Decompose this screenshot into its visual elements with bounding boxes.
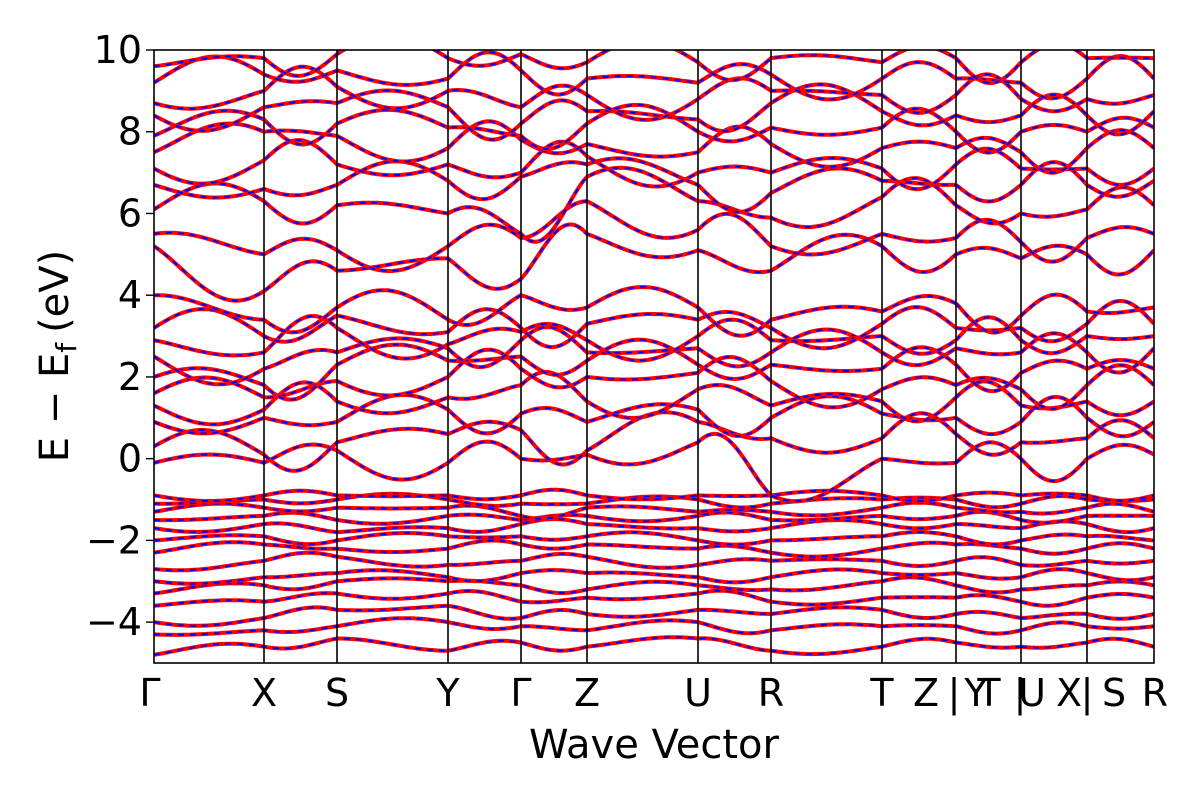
band-line-dashed — [154, 510, 1154, 525]
y-tick-label: 2 — [118, 355, 142, 399]
k-point-label: U — [1018, 671, 1046, 715]
k-point-label: | — [1014, 671, 1027, 716]
band-line-dashed — [154, 617, 1154, 636]
y-tick-label: 8 — [118, 110, 142, 154]
k-point-label: R — [1142, 671, 1168, 715]
k-point-label: S — [325, 671, 349, 715]
x-axis-title: Wave Vector — [529, 722, 780, 768]
k-point-label: T — [869, 671, 894, 715]
band-line-dashed — [154, 576, 1154, 595]
y-tick-label: 4 — [118, 273, 142, 317]
k-point-label: X — [1056, 671, 1082, 715]
band-line-dashed — [154, 492, 1154, 509]
k-point-label: Z — [913, 671, 939, 715]
band-line-dashed — [154, 488, 1154, 502]
k-point-label: R — [758, 671, 784, 715]
y-axis-title: E − Ef (eV) — [32, 250, 83, 463]
k-point-label: Y — [963, 671, 988, 715]
plot-frame — [153, 49, 1155, 664]
k-point-label: X — [251, 671, 277, 715]
band-line-dashed — [154, 432, 1154, 503]
band-line-dashed — [154, 604, 1154, 627]
high-symmetry-lines — [263, 50, 1088, 663]
y-tick-label: 0 — [118, 437, 142, 481]
band-line-dashed — [154, 551, 1154, 572]
y-axis-title-unit: (eV) — [32, 250, 78, 333]
k-point-label: T — [976, 671, 1001, 715]
band-line-dashed — [154, 517, 1154, 534]
band-line-dashed — [154, 200, 1154, 272]
k-point-label: | — [948, 671, 961, 716]
band-line-dashed — [154, 636, 1154, 656]
y-tick-label: 6 — [118, 191, 142, 235]
band-line-dashed — [154, 157, 1154, 214]
band-line-dashed — [154, 539, 1154, 558]
y-axis-title-subscript: f — [50, 342, 83, 353]
k-point-label: U — [684, 671, 712, 715]
k-point-label: Z — [574, 671, 600, 715]
band-line-dashed — [154, 589, 1154, 607]
y-axis-title-main: E − E — [32, 353, 78, 463]
y-tick-label: −2 — [86, 518, 142, 562]
k-point-label: Γ — [510, 671, 531, 715]
k-point-label: | — [1081, 671, 1094, 716]
x-axis-ticks: Γ X S Y Γ Z U R T Z | YT |U X| S R — [139, 671, 1168, 716]
band-line-dashed — [154, 568, 1154, 585]
y-tick-label: 10 — [94, 28, 142, 72]
y-axis-ticks: −4 −2 0 2 4 6 8 10 — [86, 28, 154, 644]
band-line-dashed — [154, 531, 1154, 546]
k-point-label: Γ — [139, 671, 160, 715]
k-point-label: Y — [435, 671, 460, 715]
y-tick-label: −4 — [86, 600, 142, 644]
k-point-label: S — [1102, 671, 1126, 715]
band-line-dashed — [154, 65, 1154, 121]
